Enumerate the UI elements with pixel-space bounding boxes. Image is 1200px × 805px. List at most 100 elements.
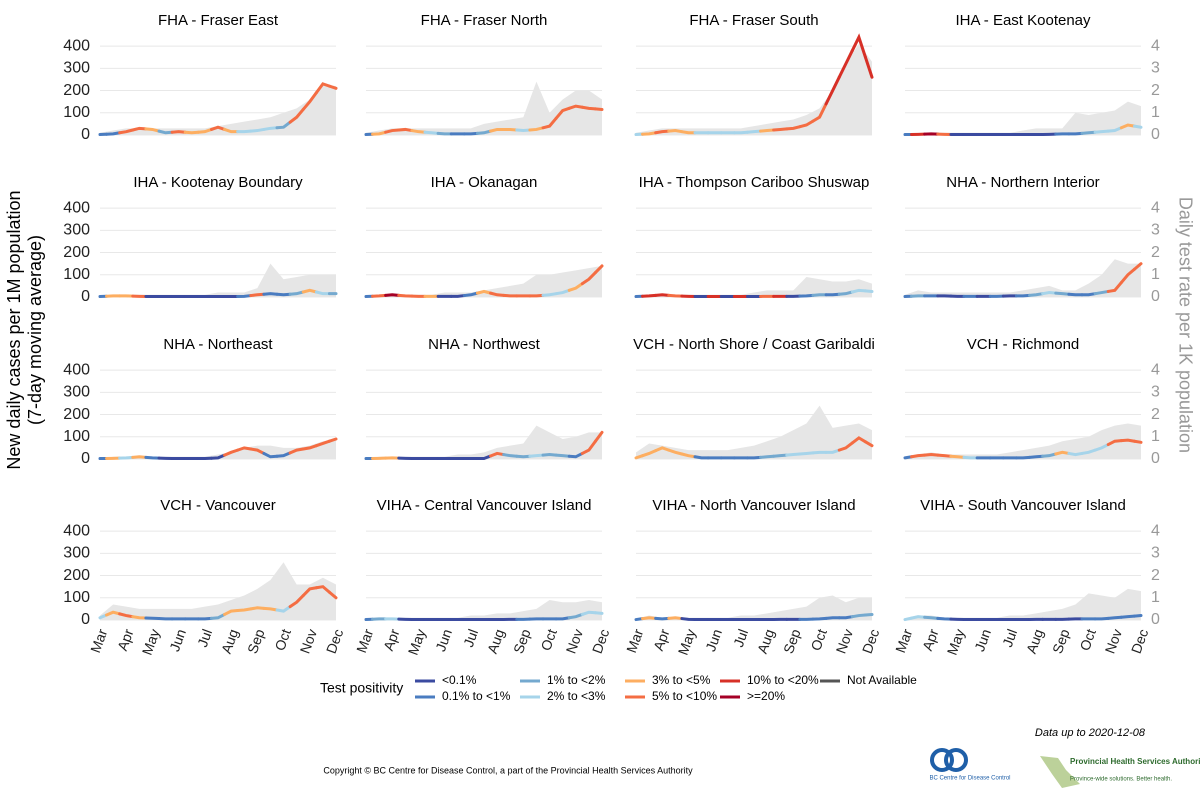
case-line-segment xyxy=(925,617,938,618)
case-line-segment xyxy=(734,132,747,133)
y2-tick-label: 1 xyxy=(1151,266,1160,283)
case-line-segment xyxy=(303,290,316,292)
case-line-segment xyxy=(643,133,656,134)
case-line-segment xyxy=(251,294,264,295)
case-line-segment xyxy=(491,129,504,131)
legend-label: <0.1% xyxy=(442,673,477,687)
y2-axis-title: Daily test rate per 1K population xyxy=(1175,197,1195,453)
case-line-segment xyxy=(504,129,517,130)
panel-title: IHA - Okanagan xyxy=(431,174,538,191)
case-line-segment xyxy=(517,456,530,457)
panel-title: VIHA - South Vancouver Island xyxy=(920,497,1126,514)
panel-title: VCH - Richmond xyxy=(967,336,1080,353)
case-line-segment xyxy=(826,618,839,619)
y-tick-label: 100 xyxy=(63,266,90,283)
legend-label: >=20% xyxy=(747,689,785,703)
case-line-segment xyxy=(329,439,336,441)
case-line-segment xyxy=(839,617,852,618)
y2-tick-label: 4 xyxy=(1151,37,1160,54)
case-line-segment xyxy=(656,618,669,619)
y-axis-title: (7-day moving average) xyxy=(25,235,45,425)
case-line-segment xyxy=(251,608,264,609)
y-tick-label: 0 xyxy=(81,450,90,467)
case-line-segment xyxy=(595,109,602,110)
panel-title: IHA - Thompson Cariboo Shuswap xyxy=(639,174,870,191)
case-line-segment xyxy=(146,618,159,619)
y2-tick-label: 0 xyxy=(1151,288,1160,305)
y-tick-label: 100 xyxy=(63,589,90,606)
case-line-segment xyxy=(172,132,185,133)
y2-tick-label: 0 xyxy=(1151,126,1160,143)
case-line-segment xyxy=(951,456,964,457)
case-line-segment xyxy=(329,86,336,88)
case-line-segment xyxy=(251,129,264,131)
logo-text: Provincial Health Services Authority xyxy=(1070,757,1200,766)
case-line-segment xyxy=(238,609,251,611)
case-line-segment xyxy=(107,133,120,134)
panel-title: VIHA - North Vancouver Island xyxy=(652,497,855,514)
case-line-segment xyxy=(964,457,977,458)
legend-label: 5% to <10% xyxy=(652,689,717,703)
case-line-segment xyxy=(774,455,787,456)
case-line-segment xyxy=(595,613,602,614)
case-line-segment xyxy=(1095,618,1108,619)
case-line-segment xyxy=(747,131,760,132)
case-line-segment xyxy=(133,457,146,458)
y-tick-label: 100 xyxy=(63,428,90,445)
y2-tick-label: 3 xyxy=(1151,384,1160,401)
case-line-segment xyxy=(504,455,517,457)
panel-title: IHA - East Kootenay xyxy=(955,12,1091,29)
case-line-segment xyxy=(146,457,159,458)
y2-tick-label: 2 xyxy=(1151,406,1160,423)
case-line-segment xyxy=(1069,453,1082,454)
case-line-segment xyxy=(399,295,412,296)
case-line-segment xyxy=(399,129,412,130)
case-line-segment xyxy=(643,618,656,619)
case-line-segment xyxy=(556,455,569,456)
y-tick-label: 300 xyxy=(63,222,90,239)
case-line-segment xyxy=(682,619,695,620)
case-line-segment xyxy=(1082,132,1095,133)
case-line-segment xyxy=(669,295,682,296)
legend-label: 0.1% to <1% xyxy=(442,689,511,703)
case-line-segment xyxy=(451,296,464,297)
y-tick-label: 0 xyxy=(81,288,90,305)
y-tick-label: 200 xyxy=(63,567,90,584)
case-line-segment xyxy=(656,295,669,296)
case-line-segment xyxy=(1069,133,1082,134)
panel-title: NHA - Northeast xyxy=(163,336,273,353)
y2-tick-label: 4 xyxy=(1151,522,1160,539)
y-tick-label: 400 xyxy=(63,37,90,54)
case-line-segment xyxy=(852,290,865,292)
panel-title: NHA - Northwest xyxy=(428,336,541,353)
case-line-segment xyxy=(1030,294,1043,296)
legend-label: 3% to <5% xyxy=(652,673,711,687)
case-line-segment xyxy=(695,457,708,458)
case-line-segment xyxy=(556,618,569,619)
case-line-segment xyxy=(425,132,438,133)
y2-tick-label: 4 xyxy=(1151,361,1160,378)
case-line-segment xyxy=(813,452,826,453)
y2-tick-label: 3 xyxy=(1151,60,1160,77)
panel-title: FHA - Fraser South xyxy=(689,12,818,29)
case-line-segment xyxy=(774,129,787,130)
case-line-segment xyxy=(1095,131,1108,132)
y2-tick-label: 3 xyxy=(1151,545,1160,562)
case-line-segment xyxy=(264,294,277,295)
case-line-segment xyxy=(543,455,556,456)
case-line-segment xyxy=(787,454,800,455)
case-line-segment xyxy=(1134,126,1141,127)
case-line-segment xyxy=(1108,617,1121,618)
case-line-segment xyxy=(238,296,251,297)
y-tick-label: 100 xyxy=(63,104,90,121)
case-line-segment xyxy=(543,294,556,296)
y-tick-label: 200 xyxy=(63,82,90,99)
case-line-segment xyxy=(438,133,451,134)
y2-tick-label: 1 xyxy=(1151,589,1160,606)
case-line-segment xyxy=(1121,440,1134,441)
y-tick-label: 200 xyxy=(63,244,90,261)
case-line-segment xyxy=(761,130,774,131)
case-line-segment xyxy=(800,453,813,454)
case-line-segment xyxy=(800,295,813,296)
